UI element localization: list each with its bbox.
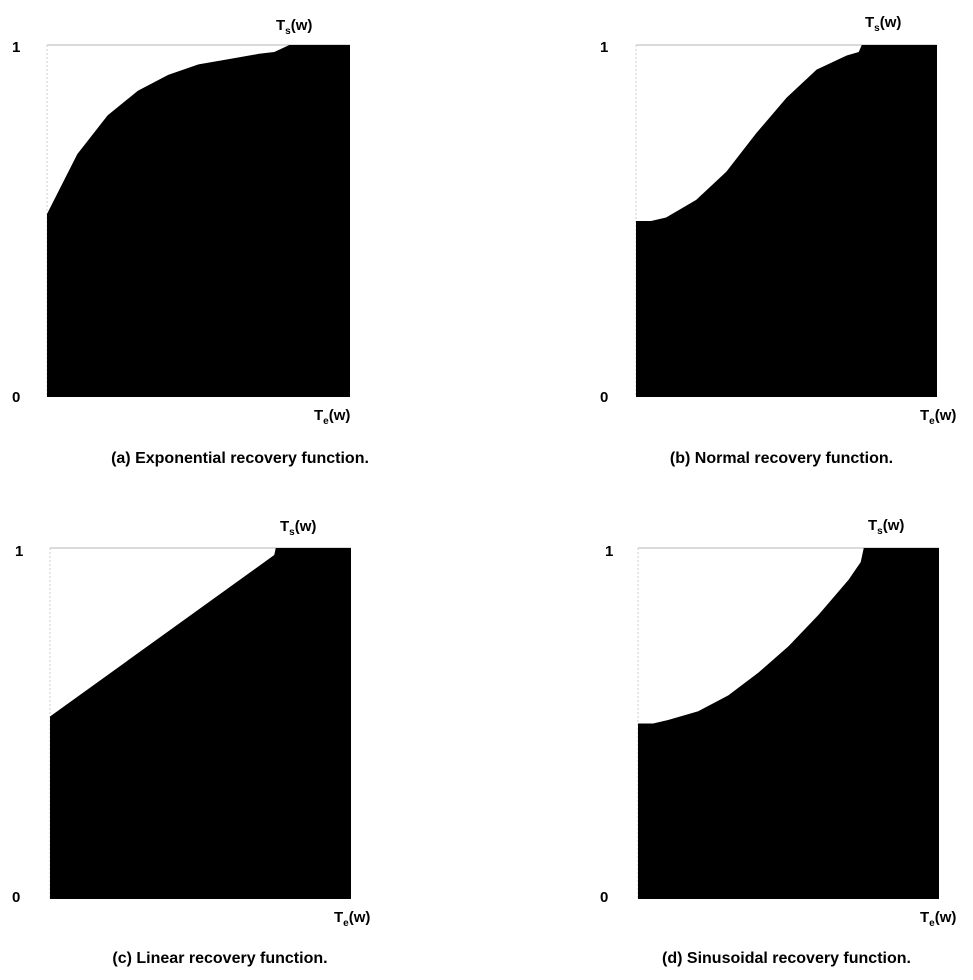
top-label: Ts(w) [276, 17, 312, 37]
panel-a: 1 0 Ts(w) Te(w) [12, 17, 350, 427]
y-tick-label-0: 0 [600, 889, 608, 906]
recovery-area [638, 548, 939, 899]
y-tick-label-0: 0 [12, 389, 20, 406]
bottom-label: Te(w) [334, 909, 370, 929]
y-tick-label-0: 0 [12, 889, 20, 906]
panel-d: 1 0 Ts(w) Te(w) [600, 517, 956, 929]
caption-c: (c) Linear recovery function. [112, 950, 328, 967]
y-tick-label-1: 1 [605, 543, 613, 560]
recovery-area [50, 548, 351, 899]
panel-b: 1 0 Ts(w) Te(w) [600, 14, 956, 427]
bottom-label: Te(w) [920, 407, 956, 427]
top-label: Ts(w) [868, 517, 904, 537]
y-tick-label-0: 0 [600, 389, 608, 406]
caption-a: (a) Exponential recovery function. [111, 450, 369, 467]
recovery-area [47, 45, 350, 397]
y-tick-label-1: 1 [15, 543, 23, 560]
y-tick-label-1: 1 [600, 39, 608, 56]
panel-c: 1 0 Ts(w) Te(w) [12, 518, 370, 929]
y-tick-label-1: 1 [12, 39, 20, 56]
top-label: Ts(w) [280, 518, 316, 538]
recovery-area [636, 45, 937, 397]
caption-d: (d) Sinusoidal recovery function. [662, 950, 911, 967]
caption-b: (b) Normal recovery function. [669, 450, 894, 467]
bottom-label: Te(w) [314, 407, 350, 427]
top-label: Ts(w) [865, 14, 901, 34]
bottom-label: Te(w) [920, 909, 956, 929]
